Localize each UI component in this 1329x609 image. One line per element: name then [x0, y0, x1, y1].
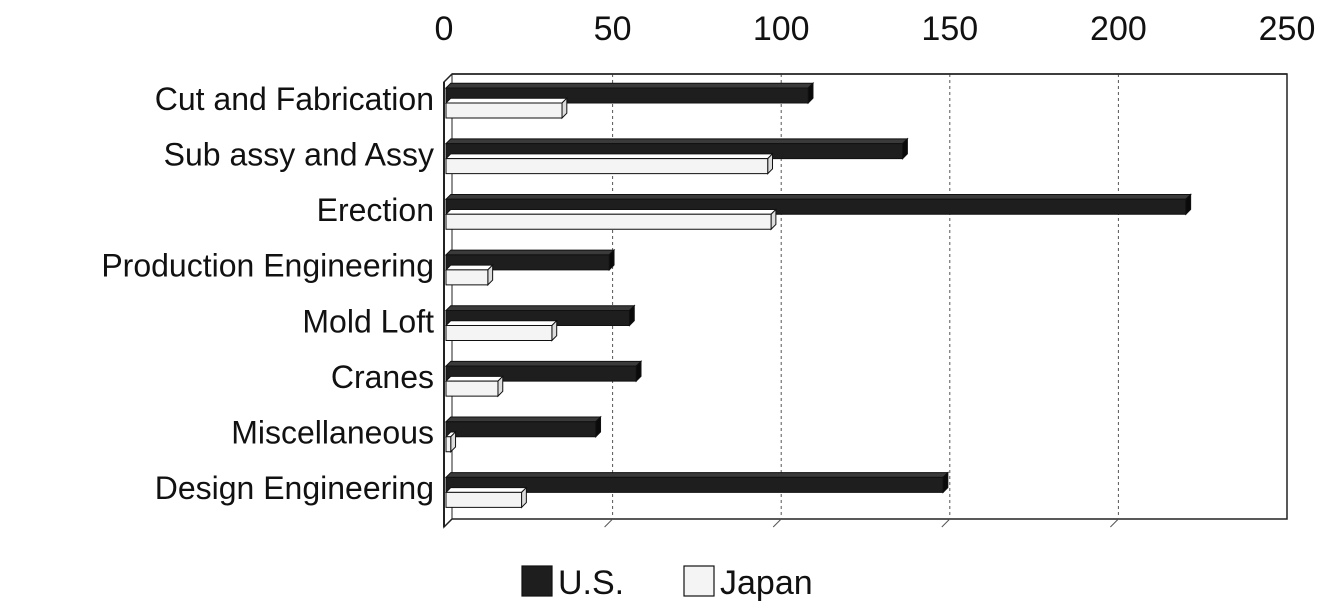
x-tick-label: 200: [1090, 10, 1147, 48]
japan-bar-front: [445, 269, 489, 286]
japan-bar: [444, 375, 504, 398]
us-bar-front: [445, 476, 944, 493]
bars: [444, 81, 1192, 509]
japan-bar-front: [445, 436, 452, 453]
category-label: Erection: [317, 192, 434, 228]
us-bar-top: [444, 82, 815, 89]
japan-bar-front: [445, 325, 553, 341]
japan-bar-front: [445, 158, 769, 175]
grid-floor-line: [941, 518, 951, 528]
us-bar-top: [444, 193, 1192, 200]
grid-floor-line: [772, 518, 782, 528]
legend-swatch: [683, 565, 715, 597]
japan-bar: [444, 263, 494, 287]
category-label: Miscellaneous: [231, 415, 434, 451]
category-labels: Cut and Fabrication Sub assy and Assy Erec…: [101, 81, 434, 506]
category-label: Mold Loft: [302, 303, 434, 339]
japan-bar-top: [444, 264, 494, 271]
japan-bar: [444, 208, 778, 231]
legend: U.S. Japan: [521, 564, 813, 602]
grid-floor-line: [604, 518, 613, 528]
japan-bar-top: [444, 375, 504, 382]
japan-bar-top: [444, 208, 778, 215]
japan-bar: [444, 319, 558, 342]
japan-bar-front: [445, 213, 772, 230]
category-label: Cut and Fabrication: [155, 81, 434, 117]
x-tick-label: 100: [753, 10, 810, 48]
x-tick-label: 250: [1259, 10, 1316, 48]
japan-bar-front: [445, 491, 523, 508]
category-label: Design Engineering: [155, 470, 434, 506]
legend-swatch: [521, 565, 553, 597]
us-bar-top: [444, 305, 636, 311]
x-tick-label: 150: [921, 10, 978, 48]
japan-bar-top: [444, 153, 774, 160]
legend-label: U.S.: [558, 564, 624, 602]
japan-bar-top: [444, 320, 558, 326]
legend-label: Japan: [720, 564, 813, 602]
us-bar: [444, 471, 950, 494]
us-bar-top: [444, 360, 643, 367]
us-bar-top: [444, 472, 950, 478]
x-tick-label: 50: [594, 10, 632, 48]
legend-item: Japan: [683, 564, 813, 602]
x-tick-label: 0: [435, 10, 454, 48]
us-bar: [444, 415, 602, 438]
us-bar-front: [445, 421, 597, 438]
japan-bar-front: [445, 102, 563, 119]
category-label: Production Engineering: [101, 248, 434, 284]
category-label: Sub assy and Assy: [164, 136, 434, 172]
legend-item: U.S.: [521, 564, 624, 602]
us-bar-top: [444, 138, 909, 145]
japan-bar: [444, 486, 528, 509]
japan-bar-front: [445, 380, 499, 397]
japan-bar: [444, 430, 457, 453]
japan-bar-top: [444, 487, 528, 493]
us-bar-top: [444, 249, 616, 256]
us-bar-top: [444, 416, 602, 423]
japan-bar-top: [444, 97, 569, 104]
japan-bar: [444, 96, 569, 120]
japan-bar: [444, 152, 774, 175]
category-label: Cranes: [331, 359, 434, 395]
grid-floor-line: [1110, 518, 1119, 528]
x-tick-labels: 0 50 100 150 200 250: [435, 10, 1316, 48]
